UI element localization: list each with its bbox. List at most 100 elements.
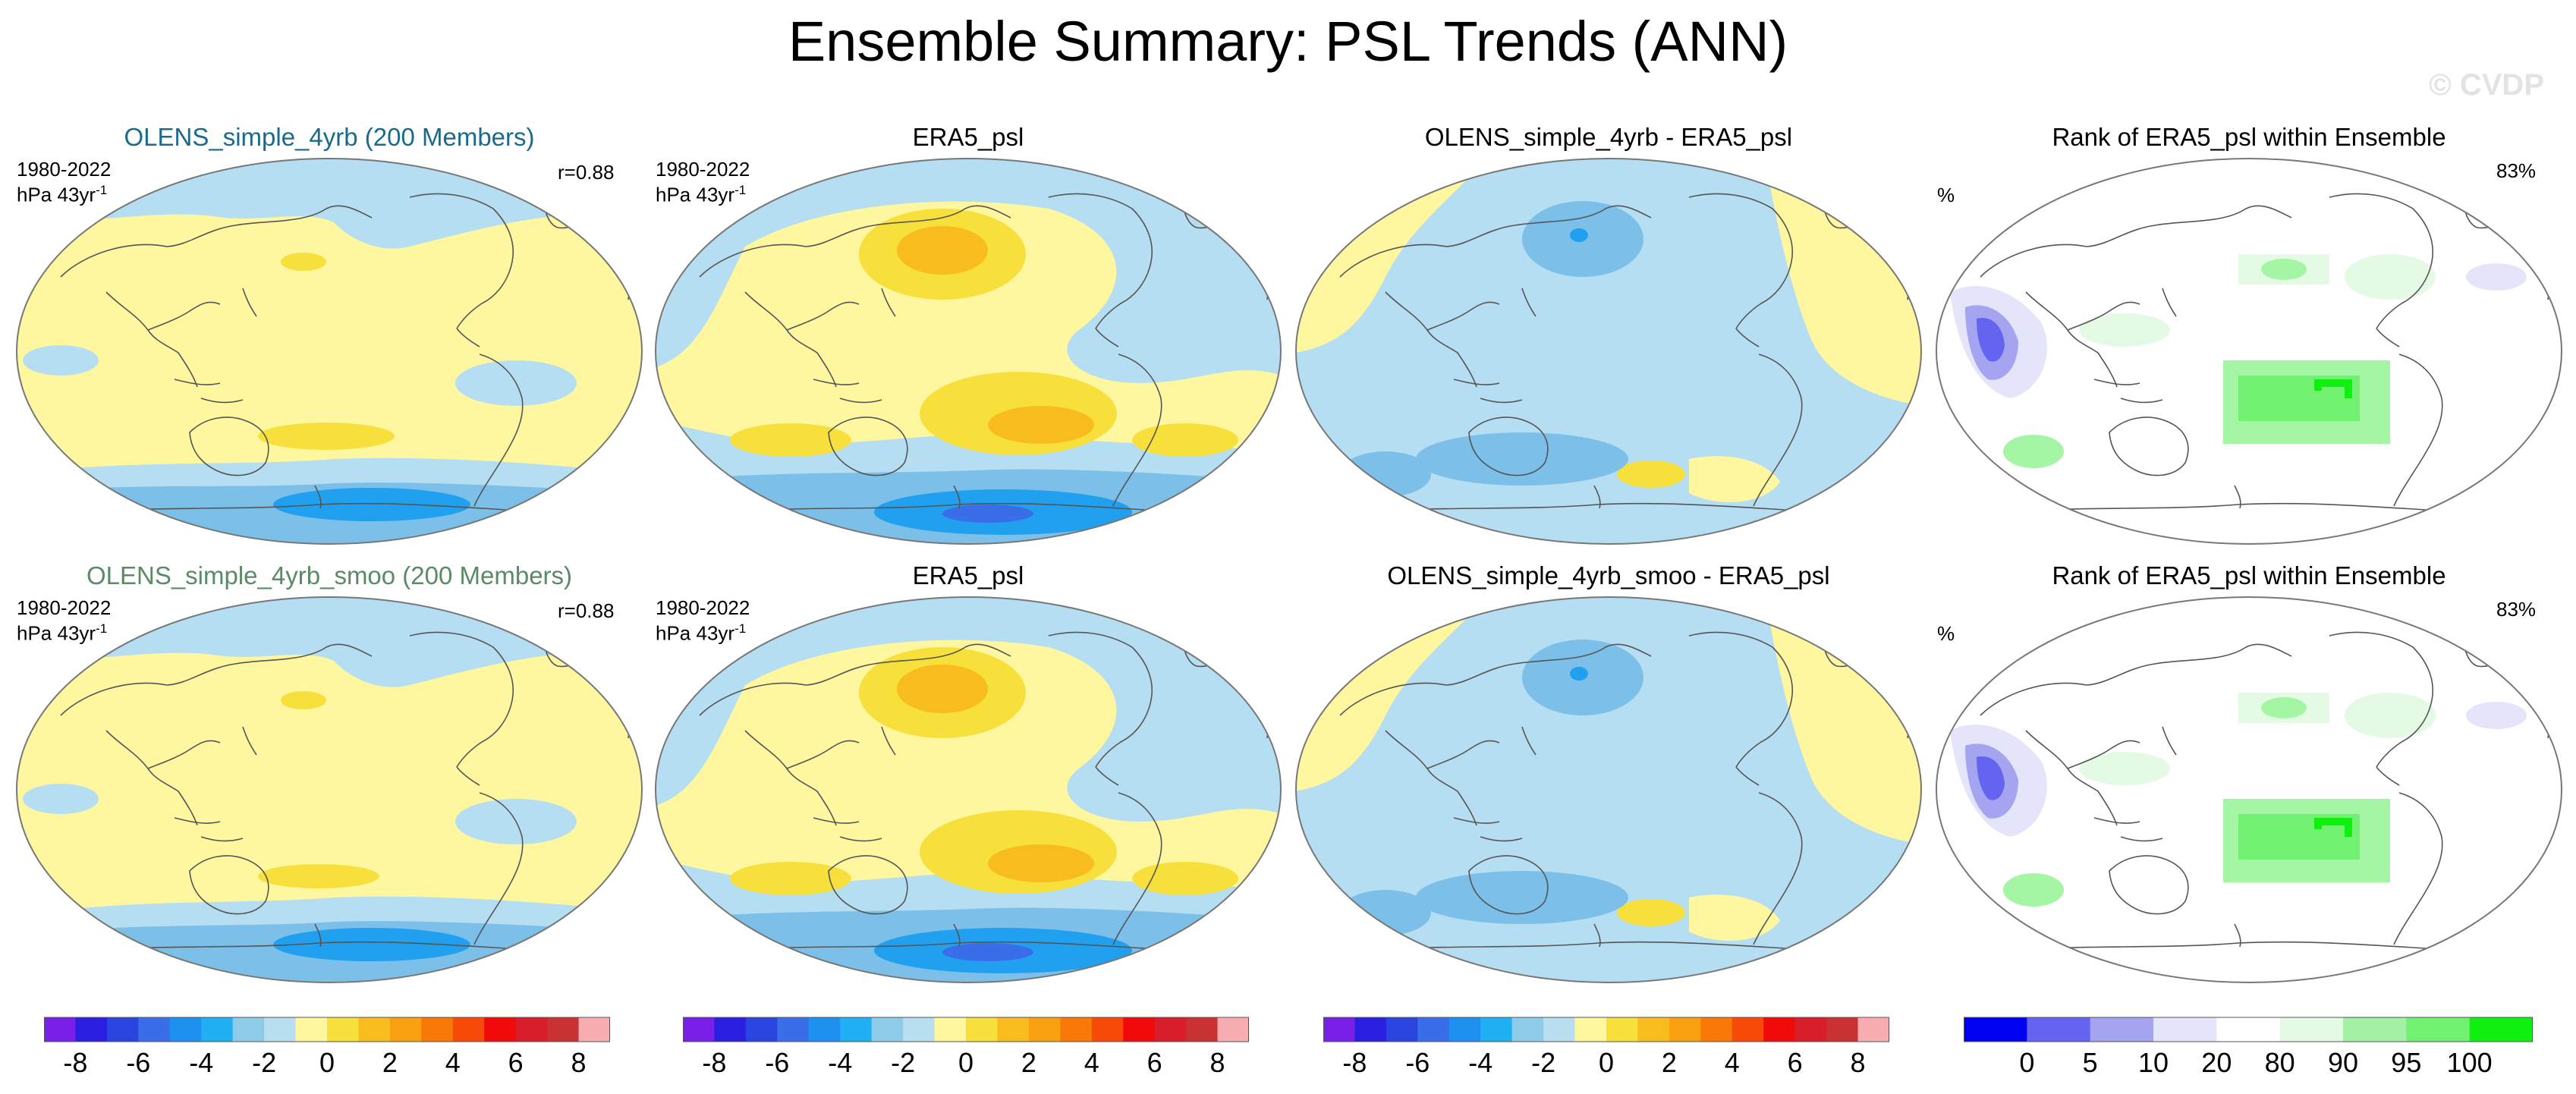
- colorbar-swatch: [327, 1017, 359, 1042]
- figure-title: Ensemble Summary: PSL Trends (ANN): [788, 10, 1788, 73]
- colorbar-tick-label: 10: [2137, 1047, 2169, 1078]
- row1-model-title: OLENS_simple_4yrb (200 Members): [124, 123, 535, 151]
- colorbar-tick-label: 0: [2019, 1047, 2035, 1078]
- colorbar-tick-label: 90: [2327, 1047, 2359, 1078]
- row1-obs-units: hPa 43yr-1: [656, 183, 747, 206]
- colorbar-swatch: [714, 1017, 747, 1042]
- row1-diff-title: OLENS_simple_4yrb - ERA5_psl: [1424, 123, 1793, 151]
- colorbar-swatch: [1826, 1017, 1859, 1042]
- colorbar-swatches: [1323, 1017, 1889, 1042]
- colorbar-tick-label: 8: [1850, 1047, 1866, 1078]
- colorbar-swatch: [1186, 1017, 1219, 1042]
- colorbar-swatch: [683, 1017, 715, 1042]
- colorbar-tick-label: 6: [1787, 1047, 1803, 1078]
- colorbar-swatch: [358, 1017, 391, 1042]
- colorbar-swatch: [1964, 1017, 2027, 1042]
- colorbar-swatch: [1574, 1017, 1607, 1042]
- colorbar-swatch: [840, 1017, 873, 1042]
- watermark: © CVDP: [2429, 68, 2544, 102]
- colorbar-diff: -8 -6 -4 -2 0 2 4 6 8: [1323, 1017, 1889, 1085]
- colorbar-rank: 0 5 10 20 80 90 95 100: [1964, 1017, 2533, 1085]
- row2-model-trend-map: [16, 596, 643, 983]
- colorbar-swatch: [578, 1017, 610, 1042]
- colorbar-swatch: [1448, 1017, 1481, 1042]
- colorbar-tick-label: -2: [252, 1047, 277, 1078]
- colorbar-swatch: [966, 1017, 998, 1042]
- row1-rank-percent: 83%: [2496, 159, 2537, 182]
- colorbar-swatch: [871, 1017, 904, 1042]
- colorbar-swatches: [1964, 1017, 2533, 1042]
- colorbar-swatch: [1060, 1017, 1093, 1042]
- row2-rank-map: [1936, 596, 2562, 983]
- colorbar-border: [1323, 1017, 1889, 1042]
- colorbar-tick-label: 5: [2082, 1047, 2098, 1078]
- row2-obs-title: ERA5_psl: [912, 561, 1024, 589]
- colorbar-swatch: [2216, 1017, 2281, 1042]
- colorbar-tick-label: 8: [1209, 1047, 1225, 1078]
- colorbar-border: [683, 1017, 1249, 1042]
- colorbar-swatch: [745, 1017, 778, 1042]
- row1-diff-map: [1295, 158, 1922, 545]
- colorbar-model-trend: -8 -6 -4 -2 0 2 4 6 8: [44, 1017, 610, 1085]
- colorbar-swatch: [2279, 1017, 2344, 1042]
- colorbar-swatch: [2153, 1017, 2217, 1042]
- colorbar-tick-label: 0: [1598, 1047, 1615, 1078]
- colorbar-swatch: [1763, 1017, 1796, 1042]
- colorbar-border: [44, 1017, 610, 1042]
- colorbar-swatch: [201, 1017, 234, 1042]
- colorbar-swatch: [264, 1017, 297, 1042]
- colorbar-tick-label: 2: [1661, 1047, 1677, 1078]
- colorbar-tick-label: -6: [1405, 1047, 1430, 1078]
- row2-rank-percent: 83%: [2496, 598, 2537, 621]
- colorbar-tick-label: 0: [319, 1047, 335, 1078]
- colorbar-swatch: [44, 1017, 76, 1042]
- colorbar-swatch: [1417, 1017, 1450, 1042]
- colorbar-swatch: [1669, 1017, 1701, 1042]
- row2-period: 1980-2022: [17, 596, 112, 619]
- row2-correlation: r=0.88: [558, 599, 615, 622]
- colorbar-swatch: [452, 1017, 485, 1042]
- colorbar-swatch: [547, 1017, 580, 1042]
- colorbar-swatch: [997, 1017, 1030, 1042]
- colorbar-swatch: [1606, 1017, 1638, 1042]
- row2-obs-period: 1980-2022: [656, 596, 750, 619]
- colorbar-swatch: [1637, 1017, 1670, 1042]
- row2-model-title: OLENS_simple_4yrb_smoo (200 Members): [86, 561, 573, 589]
- colorbar-swatch: [75, 1017, 108, 1042]
- row2-diff-title: OLENS_simple_4yrb_smoo - ERA5_psl: [1387, 561, 1830, 589]
- colorbar-swatches: [44, 1017, 610, 1042]
- colorbar-tick-label: 4: [445, 1047, 461, 1078]
- colorbar-tick-label: -8: [1342, 1047, 1367, 1078]
- colorbar-swatch: [138, 1017, 171, 1042]
- colorbar-tick-label: -8: [63, 1047, 88, 1078]
- row2-rank-title: Rank of ERA5_psl within Ensemble: [2052, 561, 2446, 589]
- colorbar-tick-label: 20: [2201, 1047, 2232, 1078]
- row1-obs-period: 1980-2022: [656, 158, 750, 181]
- colorbar-tick-label: -8: [702, 1047, 727, 1078]
- row1-rank-title: Rank of ERA5_psl within Ensemble: [2052, 123, 2446, 151]
- colorbar-swatch: [777, 1017, 810, 1042]
- row1-rank-map: [1936, 158, 2562, 545]
- colorbar-swatch: [2343, 1017, 2407, 1042]
- colorbar-tick-label: 4: [1724, 1047, 1740, 1078]
- colorbar-swatch: [2406, 1017, 2471, 1042]
- colorbar-swatch: [808, 1017, 841, 1042]
- colorbar-swatch: [1323, 1017, 1355, 1042]
- colorbar-swatch: [1154, 1017, 1187, 1042]
- row1-correlation: r=0.88: [558, 161, 615, 184]
- colorbar-swatch: [1794, 1017, 1827, 1042]
- colorbar-swatch: [421, 1017, 454, 1042]
- colorbar-swatches: [683, 1017, 1249, 1042]
- colorbar-tick-label: 8: [571, 1047, 587, 1078]
- colorbar-swatch: [232, 1017, 265, 1042]
- row1-units: hPa 43yr-1: [17, 183, 108, 206]
- colorbar-swatch: [1731, 1017, 1764, 1042]
- row1-period: 1980-2022: [17, 158, 112, 181]
- colorbar-swatch: [2469, 1017, 2533, 1042]
- colorbar-tick-label: 80: [2264, 1047, 2295, 1078]
- row1-obs-trend-map: [655, 158, 1282, 545]
- colorbar-tick-label: 95: [2391, 1047, 2422, 1078]
- colorbar-swatch: [1354, 1017, 1387, 1042]
- colorbar-tick-label: 0: [958, 1047, 974, 1078]
- row2-obs-trend-map: [655, 596, 1282, 983]
